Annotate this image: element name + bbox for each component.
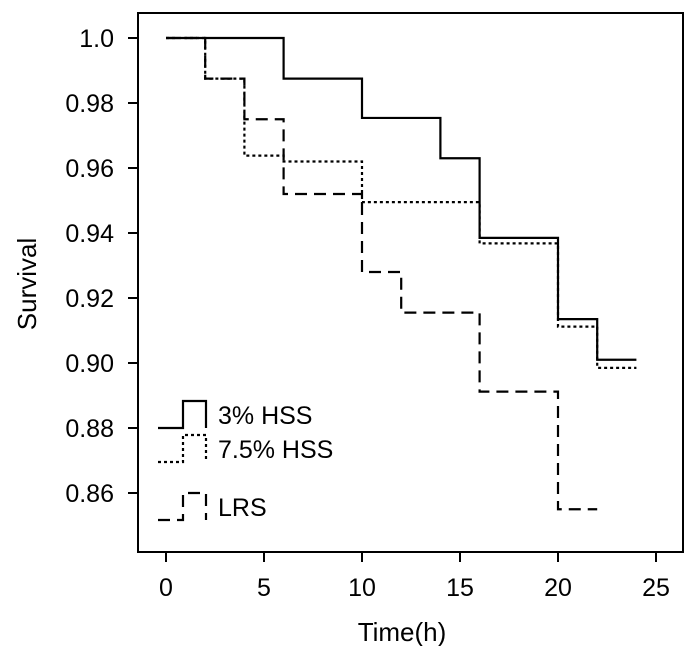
series-line-lrs	[166, 36, 598, 511]
legend-key-2	[158, 433, 208, 464]
series-layer	[166, 36, 637, 511]
y-tick-label: 0.86	[65, 480, 114, 508]
series-line-3-hss	[166, 36, 637, 361]
x-axis: 0 5 10 15 20 25	[159, 552, 670, 602]
y-tick-label: 0.92	[65, 285, 114, 313]
legend-key-3	[158, 491, 208, 522]
legend-label: 7.5% HSS	[218, 436, 333, 464]
plot-frame	[137, 12, 684, 553]
x-tick-label: 5	[257, 574, 271, 602]
x-tick-label: 25	[642, 574, 670, 602]
legend: 3% HSS 7.5% HSS LRS	[158, 399, 333, 522]
y-tick-label: 0.98	[65, 90, 114, 118]
x-tick-label: 20	[544, 574, 572, 602]
y-tick-label: 0.88	[65, 415, 114, 443]
legend-key-1	[158, 399, 208, 430]
x-tick-label: 15	[446, 574, 474, 602]
y-tick-label: 0.96	[65, 155, 114, 183]
y-axis: 0.86 0.88 0.90 0.92 0.94 0.96 0.98 1.0	[65, 25, 138, 508]
legend-label: LRS	[218, 494, 267, 522]
y-tick-label: 0.90	[65, 350, 114, 378]
legend-label: 3% HSS	[218, 402, 312, 430]
x-tick-label: 10	[348, 574, 376, 602]
x-axis-label: Time(h)	[358, 617, 447, 646]
x-tick-label: 0	[159, 574, 173, 602]
y-tick-label: 0.94	[65, 220, 114, 248]
y-tick-label: 1.0	[79, 25, 114, 53]
y-axis-label: Survival	[12, 238, 42, 330]
